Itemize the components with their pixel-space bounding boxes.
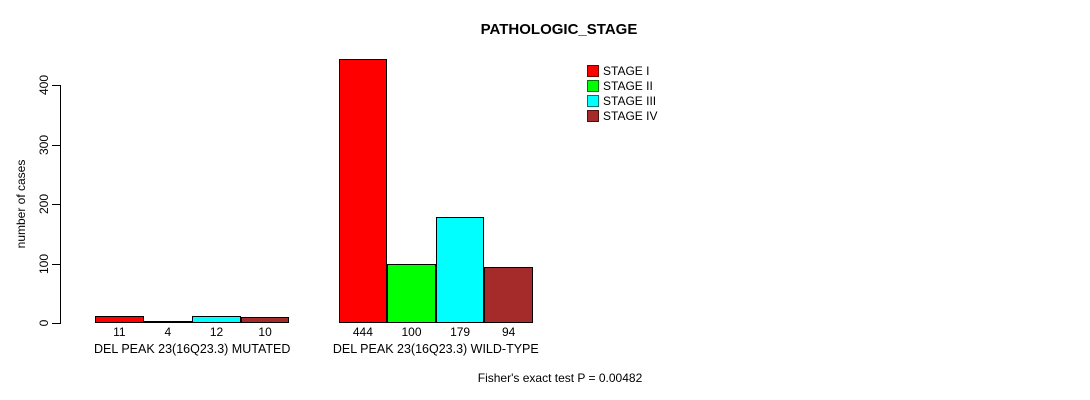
bar-stage-iv — [484, 267, 533, 323]
bar-value-label: 94 — [502, 325, 516, 339]
bar-stage-iii — [435, 216, 485, 323]
legend-label: STAGE I — [603, 63, 650, 78]
y-axis-title: number of cases — [14, 159, 28, 249]
legend: STAGE I STAGE II STAGE III STAGE IV — [587, 63, 657, 123]
legend-label: STAGE II — [603, 78, 653, 93]
legend-label: STAGE III — [603, 93, 657, 108]
legend-swatch-stage-ii — [587, 79, 599, 92]
bar-stage-iv — [240, 317, 290, 323]
y-tick-mark — [52, 85, 60, 87]
y-tick-label: 400 — [37, 75, 51, 96]
bar-value-label: 444 — [352, 325, 373, 339]
y-tick-mark — [52, 323, 60, 324]
y-tick-label: 300 — [37, 134, 51, 155]
y-tick-mark — [52, 144, 60, 146]
bar-value-label: 11 — [113, 325, 126, 339]
y-axis-line — [60, 85, 61, 324]
x-category-label: DEL PEAK 23(16Q23.3) WILD-TYPE — [332, 342, 539, 356]
chart-title: PATHOLOGIC_STAGE — [480, 21, 638, 38]
legend-swatch-stage-iii — [587, 94, 599, 107]
legend-item: STAGE I — [587, 63, 657, 78]
bar-stage-ii — [387, 263, 436, 323]
legend-swatch-stage-iv — [587, 109, 599, 122]
legend-item: STAGE II — [587, 78, 657, 93]
bar-stage-i — [338, 58, 388, 323]
bar-value-label: 100 — [401, 325, 422, 339]
bar-stage-iii — [192, 315, 241, 323]
bar-value-label: 179 — [450, 325, 471, 339]
y-tick-label: 100 — [37, 253, 51, 274]
bar-value-label: 4 — [164, 325, 172, 339]
bar-value-label: 12 — [209, 325, 224, 339]
legend-swatch-stage-i — [587, 64, 599, 77]
legend-item: STAGE IV — [587, 108, 657, 123]
y-tick-label: 0 — [37, 319, 51, 327]
y-tick-label: 200 — [37, 194, 51, 215]
legend-label: STAGE IV — [603, 108, 658, 123]
fisher-test-annotation: Fisher's exact test P = 0.00482 — [477, 371, 643, 385]
y-tick-mark — [52, 204, 60, 206]
bar-stage-ii — [143, 320, 193, 323]
legend-item: STAGE III — [587, 93, 657, 108]
bar-stage-i — [95, 316, 144, 323]
y-tick-mark — [52, 263, 60, 265]
bar-value-label: 10 — [258, 325, 272, 339]
x-category-label: DEL PEAK 23(16Q23.3) MUTATED — [94, 342, 291, 356]
